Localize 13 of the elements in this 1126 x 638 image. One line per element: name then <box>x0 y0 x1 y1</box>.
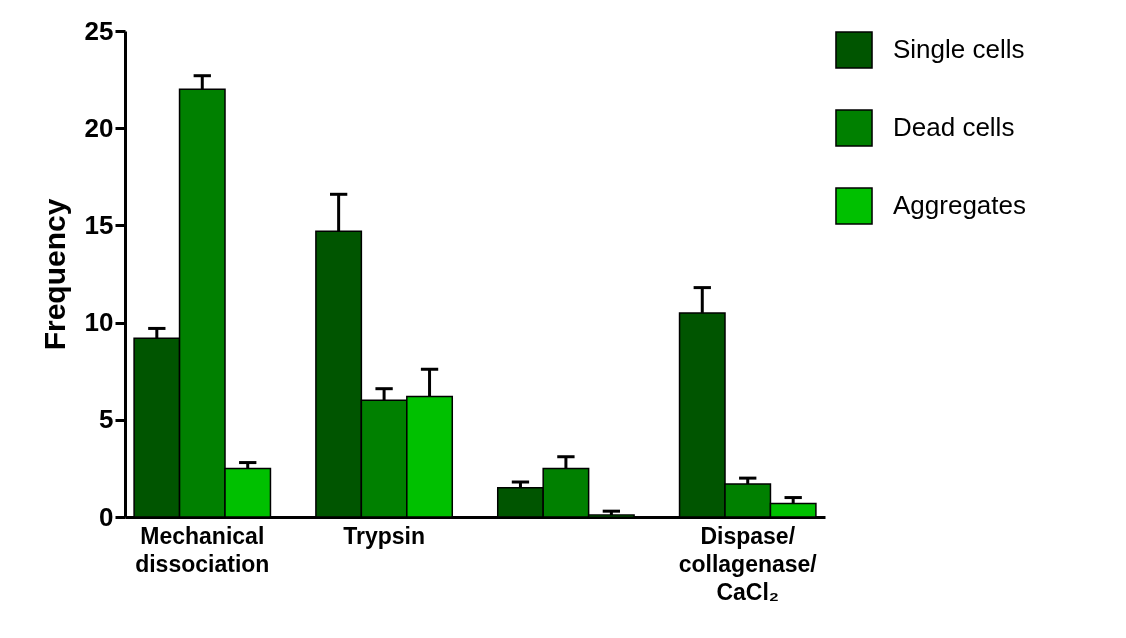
x-tick-label: Trypsin <box>343 522 425 549</box>
y-tick-label: 10 <box>84 307 114 338</box>
y-tick-label: 25 <box>84 15 114 46</box>
y-tick-label: 0 <box>99 501 114 532</box>
y-tick-label: 15 <box>84 209 114 240</box>
x-tick-label: Dispase/collagenase/CaCl₂ <box>678 522 818 605</box>
x-tick-label: Mechanical dissociation <box>135 522 270 577</box>
y-tick-label: 5 <box>99 404 114 435</box>
legend-label: Dead cells <box>893 112 1015 142</box>
legend-label: Single cells <box>893 34 1025 64</box>
y-axis-title: Frequency <box>37 198 71 351</box>
y-tick-label: 20 <box>84 112 114 143</box>
legend-label: Aggregates <box>893 190 1026 220</box>
